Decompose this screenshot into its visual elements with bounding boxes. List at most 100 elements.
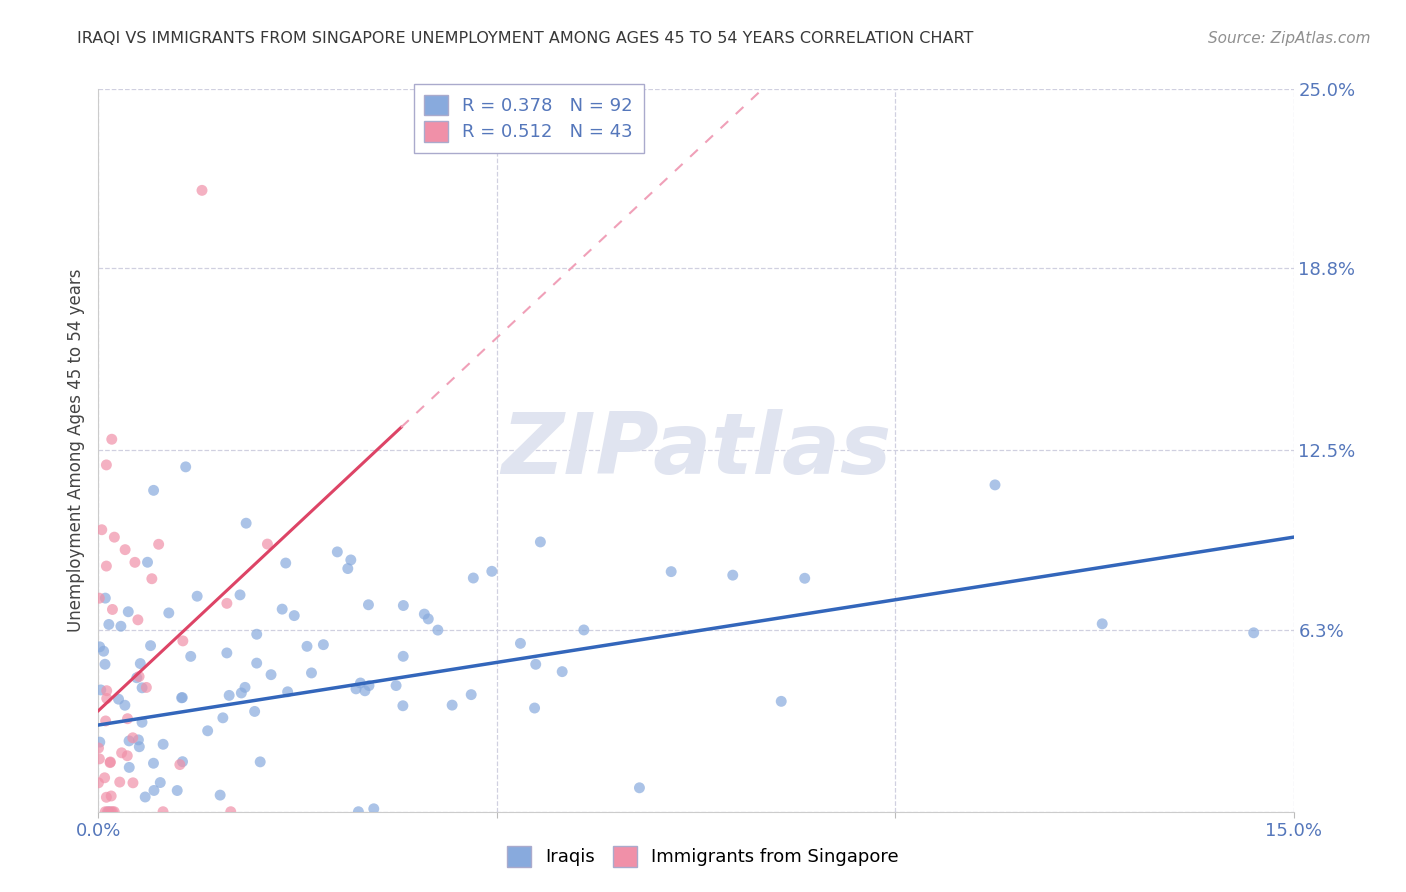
Point bbox=[793, 571, 815, 585]
Point bbox=[131, 715, 153, 730]
Point bbox=[118, 734, 141, 748]
Point bbox=[121, 731, 143, 745]
Point bbox=[481, 564, 503, 578]
Point bbox=[136, 555, 159, 569]
Point bbox=[152, 805, 174, 819]
Point bbox=[344, 681, 367, 696]
Point bbox=[249, 755, 271, 769]
Point bbox=[128, 669, 150, 683]
Point bbox=[463, 571, 485, 585]
Point bbox=[243, 705, 266, 719]
Point bbox=[392, 649, 415, 664]
Point bbox=[98, 755, 121, 769]
Point bbox=[551, 665, 574, 679]
Point bbox=[413, 607, 436, 621]
Point bbox=[94, 714, 117, 728]
Point bbox=[509, 636, 531, 650]
Point bbox=[246, 656, 269, 670]
Point bbox=[117, 712, 139, 726]
Legend: R = 0.378   N = 92, R = 0.512   N = 43: R = 0.378 N = 92, R = 0.512 N = 43 bbox=[413, 84, 644, 153]
Point bbox=[215, 646, 238, 660]
Point bbox=[114, 542, 136, 557]
Point bbox=[118, 760, 141, 774]
Point bbox=[354, 683, 377, 698]
Point bbox=[122, 776, 145, 790]
Point bbox=[117, 748, 139, 763]
Point bbox=[1243, 625, 1265, 640]
Point bbox=[170, 690, 193, 705]
Point bbox=[124, 555, 146, 569]
Point bbox=[135, 681, 157, 695]
Point bbox=[96, 790, 118, 805]
Point bbox=[721, 568, 744, 582]
Point bbox=[142, 483, 165, 498]
Point bbox=[197, 723, 219, 738]
Point bbox=[209, 788, 232, 802]
Point bbox=[340, 553, 363, 567]
Point bbox=[139, 639, 162, 653]
Point bbox=[172, 755, 194, 769]
Point bbox=[357, 598, 380, 612]
Y-axis label: Unemployment Among Ages 45 to 54 years: Unemployment Among Ages 45 to 54 years bbox=[66, 268, 84, 632]
Point bbox=[215, 596, 238, 610]
Point bbox=[96, 559, 118, 574]
Point bbox=[94, 805, 117, 819]
Point bbox=[392, 698, 415, 713]
Point bbox=[134, 789, 156, 804]
Point bbox=[127, 613, 149, 627]
Point bbox=[283, 608, 305, 623]
Text: ZIPatlas: ZIPatlas bbox=[501, 409, 891, 492]
Point bbox=[89, 752, 111, 766]
Text: Source: ZipAtlas.com: Source: ZipAtlas.com bbox=[1208, 31, 1371, 46]
Point bbox=[98, 756, 121, 770]
Point bbox=[363, 802, 385, 816]
Point bbox=[87, 741, 110, 756]
Point bbox=[169, 757, 191, 772]
Point bbox=[357, 679, 380, 693]
Point bbox=[110, 619, 132, 633]
Point bbox=[277, 685, 299, 699]
Point bbox=[128, 739, 150, 754]
Point bbox=[100, 432, 122, 446]
Point bbox=[246, 627, 269, 641]
Point bbox=[984, 478, 1007, 492]
Point bbox=[524, 657, 547, 672]
Point bbox=[1091, 616, 1114, 631]
Point bbox=[94, 591, 117, 606]
Point bbox=[312, 638, 335, 652]
Point bbox=[336, 561, 359, 575]
Point bbox=[770, 694, 793, 708]
Point bbox=[100, 805, 122, 819]
Point bbox=[149, 775, 172, 789]
Point bbox=[97, 805, 120, 819]
Point bbox=[93, 771, 115, 785]
Point bbox=[418, 612, 440, 626]
Point bbox=[256, 537, 278, 551]
Point bbox=[96, 805, 118, 819]
Point bbox=[231, 686, 253, 700]
Point bbox=[186, 589, 208, 603]
Point bbox=[274, 556, 297, 570]
Point bbox=[326, 545, 349, 559]
Point bbox=[87, 776, 110, 790]
Point bbox=[659, 565, 682, 579]
Point bbox=[97, 617, 120, 632]
Point bbox=[172, 633, 194, 648]
Point bbox=[385, 679, 408, 693]
Point bbox=[89, 591, 111, 606]
Point bbox=[260, 667, 283, 681]
Point bbox=[229, 588, 252, 602]
Text: IRAQI VS IMMIGRANTS FROM SINGAPORE UNEMPLOYMENT AMONG AGES 45 TO 54 YEARS CORREL: IRAQI VS IMMIGRANTS FROM SINGAPORE UNEMP… bbox=[77, 31, 974, 46]
Point bbox=[271, 602, 294, 616]
Point bbox=[131, 681, 153, 695]
Point bbox=[460, 688, 482, 702]
Point bbox=[148, 537, 170, 551]
Point bbox=[441, 698, 464, 712]
Point bbox=[301, 665, 323, 680]
Point bbox=[100, 789, 122, 803]
Point bbox=[90, 682, 112, 697]
Point bbox=[101, 805, 124, 819]
Point bbox=[117, 605, 139, 619]
Point bbox=[108, 775, 131, 789]
Point bbox=[191, 183, 214, 197]
